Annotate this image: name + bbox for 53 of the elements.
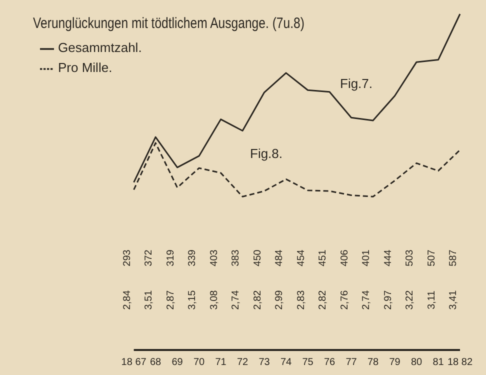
legend-label: Gesammtzahl.	[58, 40, 142, 55]
data-label: 319	[165, 249, 176, 266]
x-tick-label: 81	[432, 357, 444, 368]
data-label: 2,99	[274, 290, 286, 310]
legend-label: Pro Mille.	[58, 60, 112, 75]
data-label: 503	[404, 249, 416, 266]
x-tick-label: 77	[346, 357, 358, 368]
data-label: 383	[230, 249, 242, 266]
data-label: 2,76	[339, 290, 350, 310]
data-label: 2,97	[382, 290, 394, 310]
x-tick-label: 18 67	[121, 357, 147, 368]
x-tick-label: 71	[215, 357, 227, 368]
data-label: 372	[144, 249, 155, 266]
data-label: 401	[361, 249, 372, 266]
data-label: 3,08	[208, 290, 220, 310]
data-label: 2,82	[318, 290, 329, 310]
data-label: 2,82	[252, 290, 264, 310]
data-label: 3,51	[144, 290, 155, 310]
data-label: 2,87	[165, 290, 176, 310]
data-label: 2,84	[122, 290, 133, 310]
data-label: 3,41	[448, 290, 459, 310]
data-label: 406	[339, 249, 350, 266]
chart-title: Verunglückungen mit tödtlichem Ausgange. (7u.8)	[33, 15, 304, 32]
data-label: 451	[318, 249, 329, 266]
data-label: 454	[296, 249, 307, 266]
x-tick-label: 80	[410, 357, 423, 368]
data-label: 3,15	[187, 290, 198, 310]
data-label: 339	[187, 249, 198, 266]
data-label: 450	[252, 249, 264, 266]
x-tick-label: 75	[302, 357, 314, 368]
data-label: 587	[448, 249, 459, 266]
x-tick-label: 76	[324, 357, 336, 368]
annotation: Fig.7.	[340, 76, 373, 91]
data-label: 3,22	[404, 290, 416, 310]
data-label: 3,11	[426, 290, 438, 310]
x-tick-label: 73	[258, 357, 270, 368]
x-tick-label: 69	[172, 357, 184, 368]
x-tick-label: 79	[389, 357, 401, 368]
data-label: 484	[274, 249, 286, 266]
data-label: 507	[426, 249, 438, 266]
annotation: Fig.8.	[250, 146, 283, 161]
data-label: 403	[208, 249, 220, 266]
x-tick-label: 72	[236, 357, 249, 368]
x-tick-label: 74	[280, 357, 292, 368]
data-label: 2,74	[361, 290, 372, 310]
data-label: 293	[122, 249, 133, 266]
x-tick-label: 70	[193, 357, 206, 368]
data-label: 2,74	[230, 290, 242, 310]
x-tick-label: 18 82	[447, 357, 473, 368]
data-label: 444	[382, 249, 394, 266]
data-label: 2,83	[296, 290, 307, 310]
x-tick-label: 78	[367, 357, 380, 368]
x-tick-label: 68	[150, 357, 162, 368]
